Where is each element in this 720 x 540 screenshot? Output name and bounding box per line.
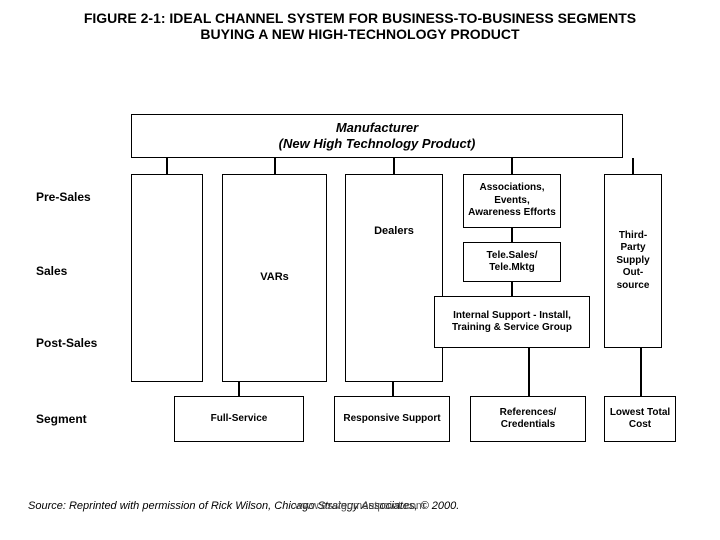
box-telesales: Tele.Sales/ Tele.Mktg <box>463 242 561 282</box>
vars-text: VARs <box>256 269 293 287</box>
references-text: References/ Credentials <box>471 405 585 434</box>
box-thirdparty: Third-Party Supply Out-source <box>604 174 662 348</box>
box-dealers: Dealers <box>345 174 443 382</box>
assoc-text: Associations, Events, Awareness Efforts <box>464 180 560 222</box>
manufacturer-line2: (New High Technology Product) <box>279 136 476 152</box>
connector-line <box>511 228 513 242</box>
connector-line <box>393 158 395 174</box>
box-vars: VARs <box>222 174 327 382</box>
box-lowest-cost: Lowest Total Cost <box>604 396 676 442</box>
box-responsive: Responsive Support <box>334 396 450 442</box>
title-line-2: BUYING A NEW HIGH-TECHNOLOGY PRODUCT <box>20 26 700 42</box>
box-col1-empty <box>131 174 203 382</box>
dealers-text: Dealers <box>370 223 418 241</box>
lowestcost-text: Lowest Total Cost <box>605 405 675 434</box>
responsive-text: Responsive Support <box>339 411 444 428</box>
label-sales: Sales <box>36 264 67 278</box>
label-segment: Segment <box>36 412 87 426</box>
connector-line <box>511 158 513 174</box>
connector-line <box>511 282 513 296</box>
connector-line <box>632 158 634 174</box>
thirdparty-text: Third-Party Supply Out-source <box>605 228 661 295</box>
box-internal-support: Internal Support - Install, Training & S… <box>434 296 590 348</box>
connector-line <box>392 382 394 396</box>
title-line-1: FIGURE 2-1: IDEAL CHANNEL SYSTEM FOR BUS… <box>20 10 700 26</box>
source-text: Reprinted with permission of Rick Wilson… <box>66 500 459 512</box>
telesales-text: Tele.Sales/ Tele.Mktg <box>464 248 560 277</box>
source-line: Source: Reprinted with permission of Ric… <box>28 500 459 512</box>
connector-line <box>274 158 276 174</box>
diagram-canvas: Pre-Sales Sales Post-Sales Segment Manuf… <box>0 42 720 472</box>
connector-line <box>528 348 530 396</box>
fullservice-text: Full-Service <box>207 411 272 428</box>
connector-line <box>640 348 642 396</box>
connector-line <box>166 158 168 174</box>
internal-text: Internal Support - Install, Training & S… <box>435 308 589 337</box>
label-post-sales: Post-Sales <box>36 336 97 350</box>
label-pre-sales: Pre-Sales <box>36 190 91 204</box>
box-references: References/ Credentials <box>470 396 586 442</box>
box-manufacturer: Manufacturer (New High Technology Produc… <box>131 114 623 158</box>
box-associations: Associations, Events, Awareness Efforts <box>463 174 561 228</box>
figure-title: FIGURE 2-1: IDEAL CHANNEL SYSTEM FOR BUS… <box>0 0 720 42</box>
manufacturer-line1: Manufacturer <box>279 120 476 136</box>
source-label: Source: <box>28 500 66 512</box>
connector-line <box>238 382 240 396</box>
box-full-service: Full-Service <box>174 396 304 442</box>
